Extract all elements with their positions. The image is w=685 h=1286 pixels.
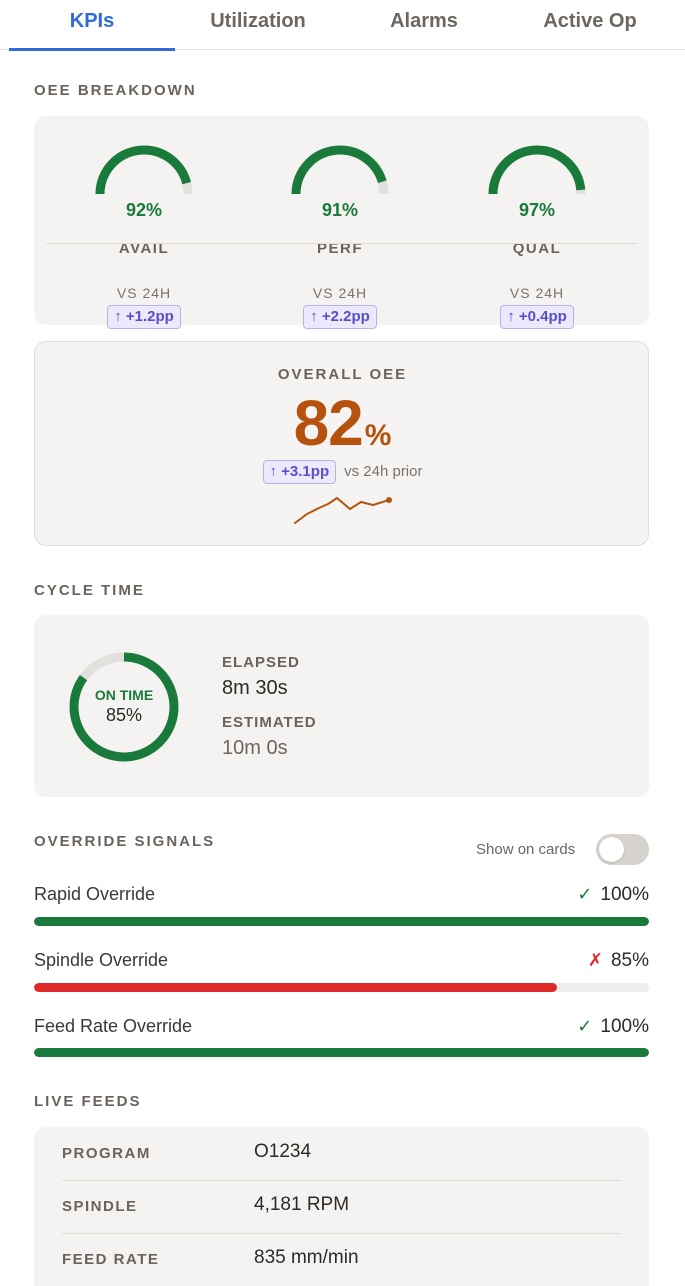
spindle-override-bar-fill: [34, 983, 557, 992]
performance-delta-badge: ↑ +2.2pp: [303, 305, 377, 329]
elapsed-value: 8m 30s: [222, 677, 288, 699]
feed-rate-key: FEED RATE: [62, 1251, 160, 1268]
feed-rate-value: 835 mm/min: [254, 1247, 359, 1268]
live-feed-row: FEED RATE 835 mm/min: [62, 1233, 621, 1286]
live-feed-row: PROGRAM O1234: [62, 1127, 621, 1180]
overall-oee-delta: ↑ +3.1pp vs 24h prior: [35, 460, 650, 484]
spindle-override-value: ✗ 85%: [588, 950, 649, 972]
show-on-cards-label: Show on cards: [476, 841, 576, 858]
tab-active-op-label: Active Op: [543, 10, 637, 32]
overall-oee-number: 82: [293, 387, 364, 459]
feed-rate-override-pct: 100%: [600, 1016, 649, 1037]
spindle-override-pct: 85%: [610, 950, 649, 971]
active-tab-indicator: [9, 48, 175, 51]
quality-delta-badge: ↑ +0.4pp: [500, 305, 574, 329]
overall-oee-unit: %: [364, 419, 392, 452]
elapsed-label: ELAPSED: [222, 654, 300, 671]
spindle-value: 4,181 RPM: [254, 1194, 350, 1215]
sparkline-endpoint: [386, 497, 392, 503]
oee-breakdown-card: 92% AVAIL VS 24H ↑ +1.2pp 91% PERF VS 24…: [34, 116, 649, 329]
rapid-override-bar-fill: [34, 917, 649, 926]
performance-gauge: 91% PERF VS 24H ↑ +2.2pp: [230, 142, 450, 332]
feed-rate-override-bar: [34, 1048, 649, 1057]
live-feeds-title: LIVE FEEDS: [34, 1093, 142, 1110]
tab-alarms[interactable]: Alarms: [341, 0, 507, 50]
tab-alarms-label: Alarms: [390, 10, 458, 32]
rapid-override-label: Rapid Override: [34, 884, 156, 904]
availability-pct: 92%: [125, 200, 163, 220]
live-feeds-card: PROGRAM O1234 SPINDLE 4,181 RPM FEED RAT…: [34, 1127, 649, 1286]
spindle-override-bar: [34, 983, 649, 992]
availability-gauge-arc: [95, 145, 193, 195]
feed-rate-override-label: Feed Rate Override: [34, 1016, 193, 1036]
check-icon: ✓: [577, 1016, 593, 1036]
gauge-divider: [46, 243, 637, 244]
cycle-status: ON TIME: [94, 687, 154, 703]
override-signals-title: OVERRIDE SIGNALS: [34, 833, 216, 850]
show-on-cards-toggle[interactable]: [596, 834, 649, 865]
program-value: O1234: [254, 1141, 312, 1162]
performance-gauge-arc: [291, 145, 389, 195]
quality-gauge: 97% QUAL VS 24H ↑ +0.4pp: [427, 142, 647, 332]
overall-oee-title: OVERALL OEE: [277, 366, 408, 383]
cross-icon: ✗: [587, 950, 603, 970]
tab-kpis[interactable]: KPIs: [9, 0, 175, 51]
estimated-label: ESTIMATED: [222, 714, 317, 731]
availability-vs-label: VS 24H: [116, 285, 172, 301]
toggle-knob: [599, 837, 624, 862]
cycle-time-title: CYCLE TIME: [34, 582, 145, 599]
performance-pct: 91%: [321, 200, 359, 220]
tab-active-op[interactable]: Active Op: [507, 0, 673, 50]
cycle-time-card: ON TIME 85% ELAPSED 8m 30s ESTIMATED 10m…: [34, 615, 649, 797]
overall-oee-value: 82%: [35, 386, 650, 460]
tab-bar: KPIs Utilization Alarms Active Op: [0, 0, 685, 51]
quality-label: QUAL: [512, 240, 562, 257]
check-icon: ✓: [577, 884, 593, 904]
tab-utilization[interactable]: Utilization: [175, 0, 341, 50]
overall-oee-delta-badge: ↑ +3.1pp: [262, 460, 337, 484]
program-key: PROGRAM: [62, 1145, 151, 1162]
tab-utilization-label: Utilization: [210, 10, 306, 32]
performance-label: PERF: [316, 240, 363, 257]
cycle-pct: 85%: [105, 705, 143, 725]
quality-vs-label: VS 24H: [509, 285, 565, 301]
spindle-override-label: Spindle Override: [34, 950, 169, 970]
quality-gauge-arc: [488, 145, 586, 195]
oee-breakdown-title: OEE BREAKDOWN: [34, 82, 197, 99]
performance-vs-label: VS 24H: [312, 285, 368, 301]
row-divider: [62, 1180, 621, 1181]
live-feed-row: SPINDLE 4,181 RPM: [62, 1180, 621, 1233]
tab-kpis-label: KPIs: [69, 10, 115, 32]
spindle-key: SPINDLE: [62, 1198, 138, 1215]
estimated-value: 10m 0s: [222, 737, 288, 759]
rapid-override-pct: 100%: [600, 884, 649, 905]
feed-rate-override-bar-fill: [34, 1048, 649, 1057]
availability-gauge: 92% AVAIL VS 24H ↑ +1.2pp: [34, 142, 254, 332]
availability-delta-badge: ↑ +1.2pp: [107, 305, 181, 329]
row-divider: [62, 1233, 621, 1234]
cycle-progress-ring: [69, 652, 179, 762]
rapid-override-bar: [34, 917, 649, 926]
rapid-override-value: ✓ 100%: [577, 884, 649, 906]
overall-oee-card: OVERALL OEE 82% ↑ +3.1pp vs 24h prior: [34, 341, 649, 546]
feed-rate-override-value: ✓ 100%: [577, 1016, 649, 1038]
oee-sparkline: [294, 497, 392, 524]
quality-pct: 97%: [518, 200, 556, 220]
availability-label: AVAIL: [118, 240, 170, 257]
overall-oee-delta-suffix: vs 24h prior: [344, 463, 423, 480]
